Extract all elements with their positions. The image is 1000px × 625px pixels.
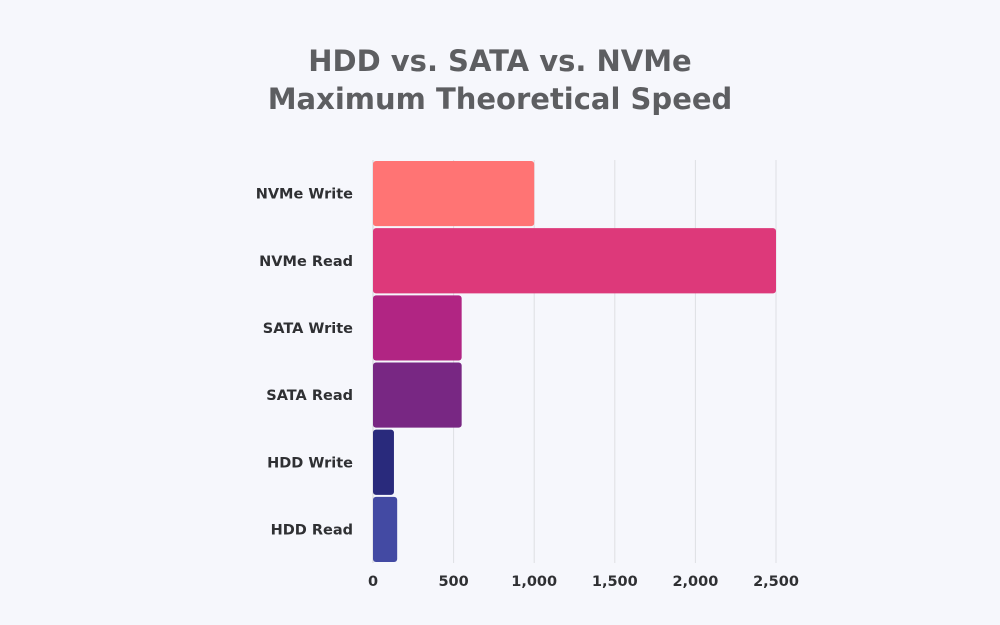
chart-title: HDD vs. SATA vs. NVMe xyxy=(308,44,692,78)
bars xyxy=(373,161,776,562)
bar-sata-read xyxy=(373,362,462,428)
chart-subtitle: Maximum Theoretical Speed xyxy=(267,82,733,116)
gridlines xyxy=(372,160,777,563)
bar-nvme-read xyxy=(373,228,776,294)
category-label: NVMe Read xyxy=(259,254,353,270)
x-tick-label: 2,000 xyxy=(672,574,718,590)
x-tick-labels: 0 500 1,000 1,500 2,000 2,500 xyxy=(368,574,799,590)
category-label: NVMe Write xyxy=(256,187,353,203)
category-label: HDD Read xyxy=(271,522,353,538)
bar-sata-write xyxy=(373,295,462,361)
x-tick-label: 2,500 xyxy=(753,574,799,590)
category-label: SATA Read xyxy=(266,388,353,404)
category-labels: NVMe Write NVMe Read SATA Write SATA Read HD… xyxy=(256,187,353,539)
category-label: HDD Write xyxy=(267,455,353,471)
x-tick-label: 500 xyxy=(438,574,468,590)
bar-nvme-write xyxy=(373,161,535,227)
category-label: SATA Write xyxy=(263,321,353,337)
x-tick-label: 1,000 xyxy=(511,574,557,590)
bar-hdd-read xyxy=(373,496,398,562)
x-tick-label: 0 xyxy=(368,574,378,590)
bar-hdd-write xyxy=(373,429,394,495)
x-tick-label: 1,500 xyxy=(592,574,638,590)
